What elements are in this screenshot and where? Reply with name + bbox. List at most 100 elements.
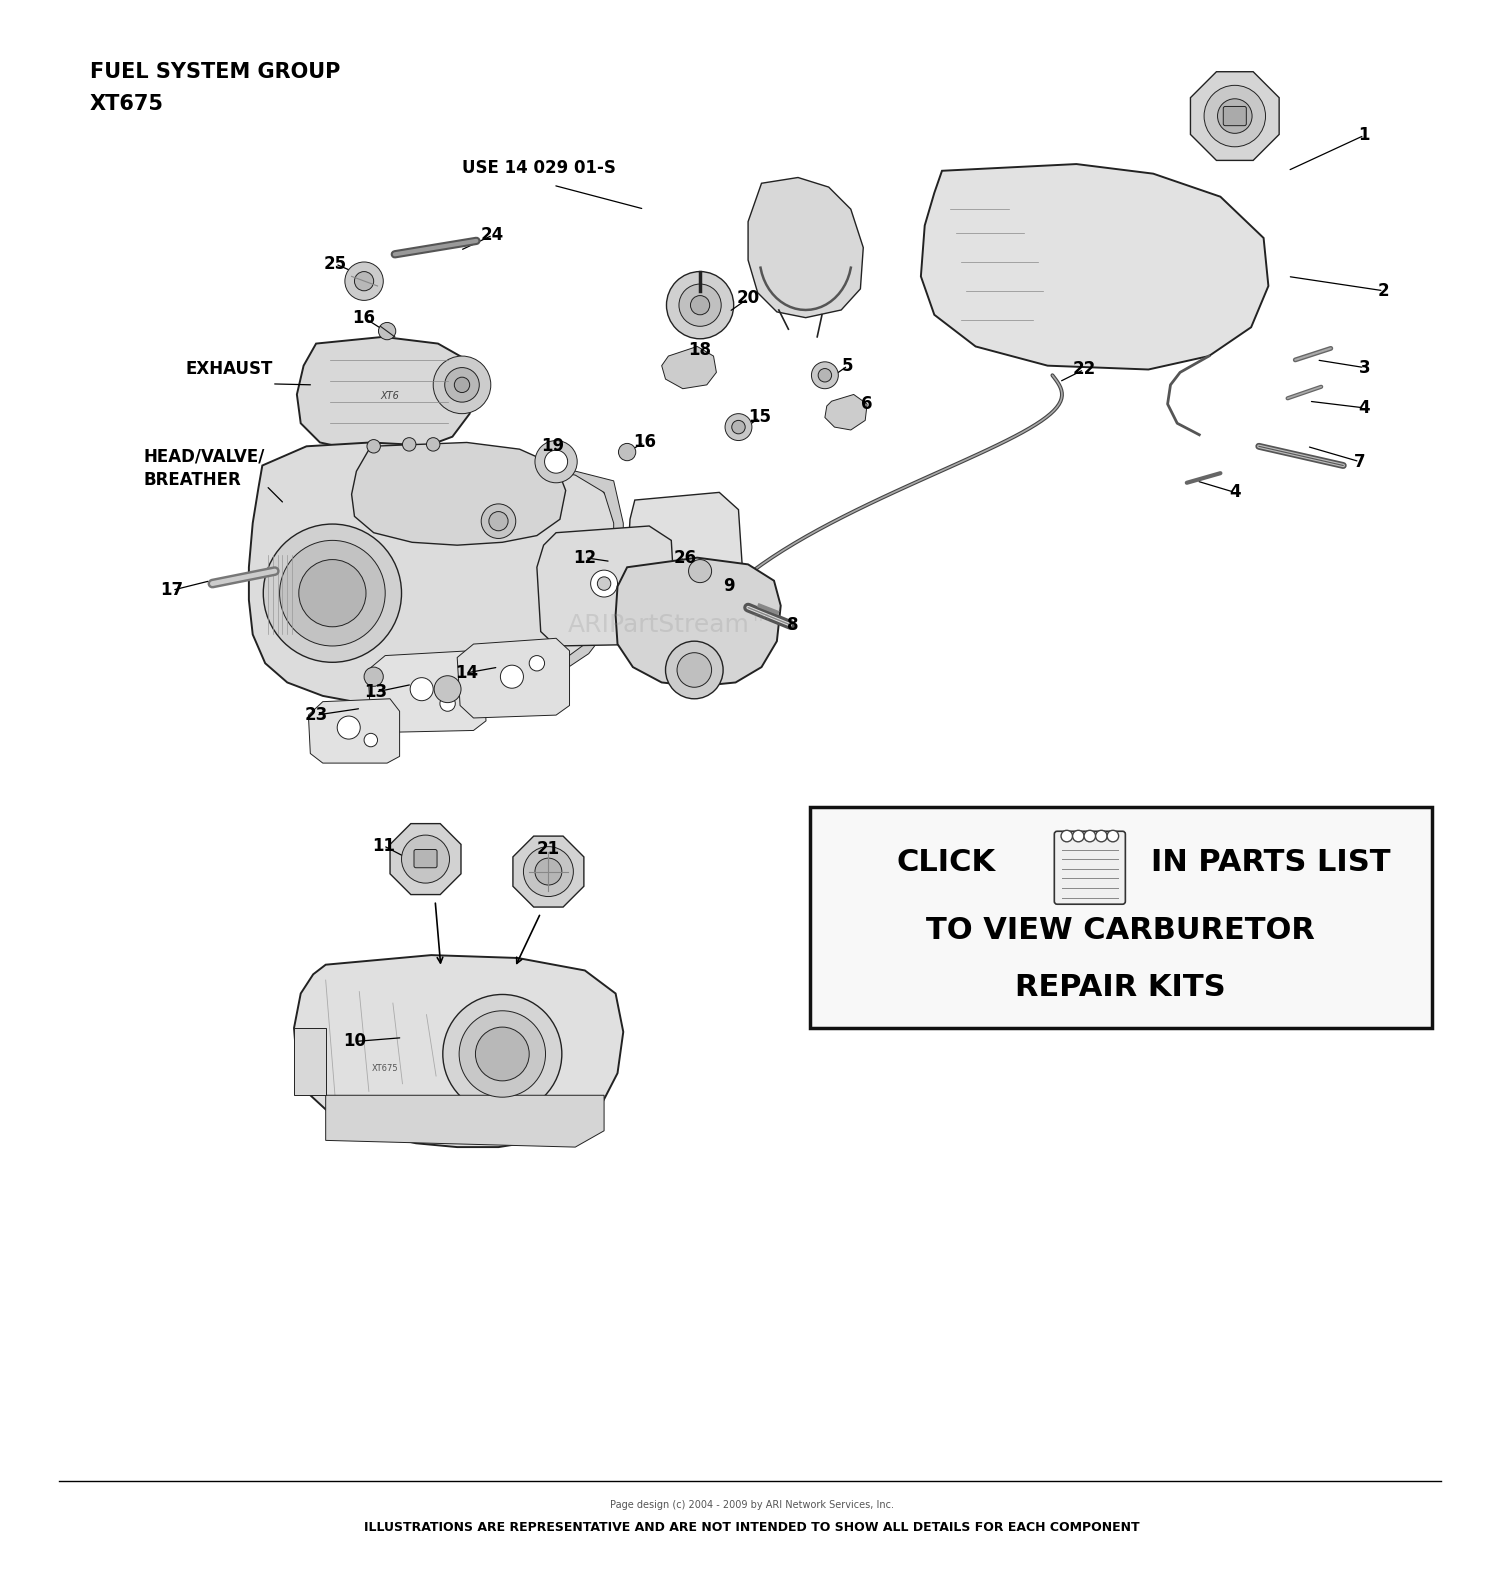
Text: EXHAUST: EXHAUST: [186, 360, 273, 379]
Polygon shape: [351, 442, 566, 545]
Text: TO VIEW CARBURETOR: TO VIEW CARBURETOR: [926, 916, 1316, 944]
Circle shape: [354, 272, 374, 291]
Text: XT675: XT675: [372, 1064, 399, 1072]
Polygon shape: [615, 557, 780, 687]
Circle shape: [530, 655, 544, 671]
Circle shape: [1084, 831, 1095, 842]
Polygon shape: [294, 955, 624, 1146]
Circle shape: [459, 1011, 546, 1097]
Circle shape: [402, 437, 416, 452]
Circle shape: [338, 715, 360, 739]
Polygon shape: [537, 526, 675, 646]
Text: 7: 7: [1354, 453, 1365, 471]
Circle shape: [368, 439, 381, 453]
Circle shape: [812, 362, 838, 388]
Circle shape: [402, 835, 450, 883]
Circle shape: [536, 857, 562, 884]
Polygon shape: [1191, 71, 1280, 161]
Circle shape: [364, 666, 384, 687]
Circle shape: [1072, 831, 1084, 842]
Circle shape: [264, 524, 402, 662]
Text: CLICK: CLICK: [897, 848, 996, 878]
Polygon shape: [513, 837, 584, 906]
Circle shape: [1095, 831, 1107, 842]
Circle shape: [1060, 831, 1072, 842]
Circle shape: [1204, 85, 1266, 147]
Circle shape: [1218, 99, 1252, 133]
Circle shape: [732, 420, 746, 434]
Text: USE 14 029 01-S: USE 14 029 01-S: [462, 159, 615, 177]
Text: Page design (c) 2004 - 2009 by ARI Network Services, Inc.: Page design (c) 2004 - 2009 by ARI Netwo…: [610, 1500, 894, 1510]
Text: 10: 10: [344, 1033, 366, 1050]
Circle shape: [440, 696, 456, 711]
Text: 20: 20: [736, 289, 759, 308]
Circle shape: [501, 665, 524, 688]
FancyBboxPatch shape: [1224, 106, 1246, 126]
Circle shape: [345, 262, 384, 300]
Circle shape: [597, 576, 610, 591]
Circle shape: [364, 733, 378, 747]
Circle shape: [476, 1026, 530, 1082]
Text: 1: 1: [1359, 126, 1370, 144]
Circle shape: [818, 368, 831, 382]
Polygon shape: [309, 699, 399, 763]
Text: 15: 15: [748, 409, 771, 426]
Circle shape: [536, 441, 578, 483]
Circle shape: [666, 641, 723, 699]
Polygon shape: [294, 1028, 326, 1096]
Circle shape: [378, 322, 396, 339]
Circle shape: [454, 377, 470, 393]
Polygon shape: [249, 442, 618, 706]
Circle shape: [688, 559, 711, 583]
Text: 14: 14: [454, 663, 478, 682]
Text: 17: 17: [160, 581, 183, 600]
Text: IN PARTS LIST: IN PARTS LIST: [1150, 848, 1390, 878]
Text: FUEL SYSTEM GROUP: FUEL SYSTEM GROUP: [90, 62, 340, 82]
Text: 13: 13: [364, 684, 387, 701]
Polygon shape: [748, 177, 864, 317]
Circle shape: [680, 284, 722, 327]
Polygon shape: [662, 346, 717, 388]
Text: 16: 16: [352, 308, 375, 327]
Polygon shape: [627, 493, 742, 625]
Text: 24: 24: [482, 226, 504, 245]
Bar: [810, 807, 1431, 1028]
Circle shape: [1107, 831, 1119, 842]
Text: HEAD/VALVE/
BREATHER: HEAD/VALVE/ BREATHER: [144, 447, 264, 489]
Text: 5: 5: [842, 357, 854, 374]
Text: REPAIR KITS: REPAIR KITS: [1016, 973, 1226, 1003]
Circle shape: [433, 676, 460, 703]
Text: 18: 18: [688, 341, 711, 360]
Polygon shape: [390, 824, 460, 895]
Circle shape: [442, 995, 562, 1113]
Circle shape: [724, 414, 752, 441]
Circle shape: [618, 444, 636, 461]
Circle shape: [298, 559, 366, 627]
Text: XT675: XT675: [90, 95, 164, 114]
Circle shape: [676, 652, 711, 687]
Polygon shape: [554, 466, 624, 673]
Text: ILLUSTRATIONS ARE REPRESENTATIVE AND ARE NOT INTENDED TO SHOW ALL DETAILS FOR EA: ILLUSTRATIONS ARE REPRESENTATIVE AND ARE…: [364, 1521, 1140, 1533]
Text: 26: 26: [674, 548, 696, 567]
Circle shape: [444, 368, 480, 403]
Circle shape: [690, 295, 709, 314]
Text: 6: 6: [861, 395, 873, 414]
Text: 8: 8: [788, 616, 800, 633]
Text: ARIPartStream™: ARIPartStream™: [568, 613, 774, 636]
Polygon shape: [326, 1096, 604, 1146]
Circle shape: [410, 677, 434, 701]
Text: 22: 22: [1072, 360, 1095, 379]
Text: 11: 11: [372, 837, 394, 854]
Circle shape: [489, 512, 508, 531]
Text: 2: 2: [1378, 281, 1389, 300]
Circle shape: [524, 846, 573, 897]
Circle shape: [666, 272, 734, 339]
Polygon shape: [921, 164, 1269, 369]
FancyBboxPatch shape: [1054, 831, 1125, 905]
Text: 3: 3: [1359, 358, 1370, 376]
Circle shape: [426, 437, 439, 452]
FancyBboxPatch shape: [414, 850, 436, 868]
Circle shape: [482, 504, 516, 538]
Text: 23: 23: [304, 706, 327, 725]
Text: 4: 4: [1228, 483, 1240, 502]
